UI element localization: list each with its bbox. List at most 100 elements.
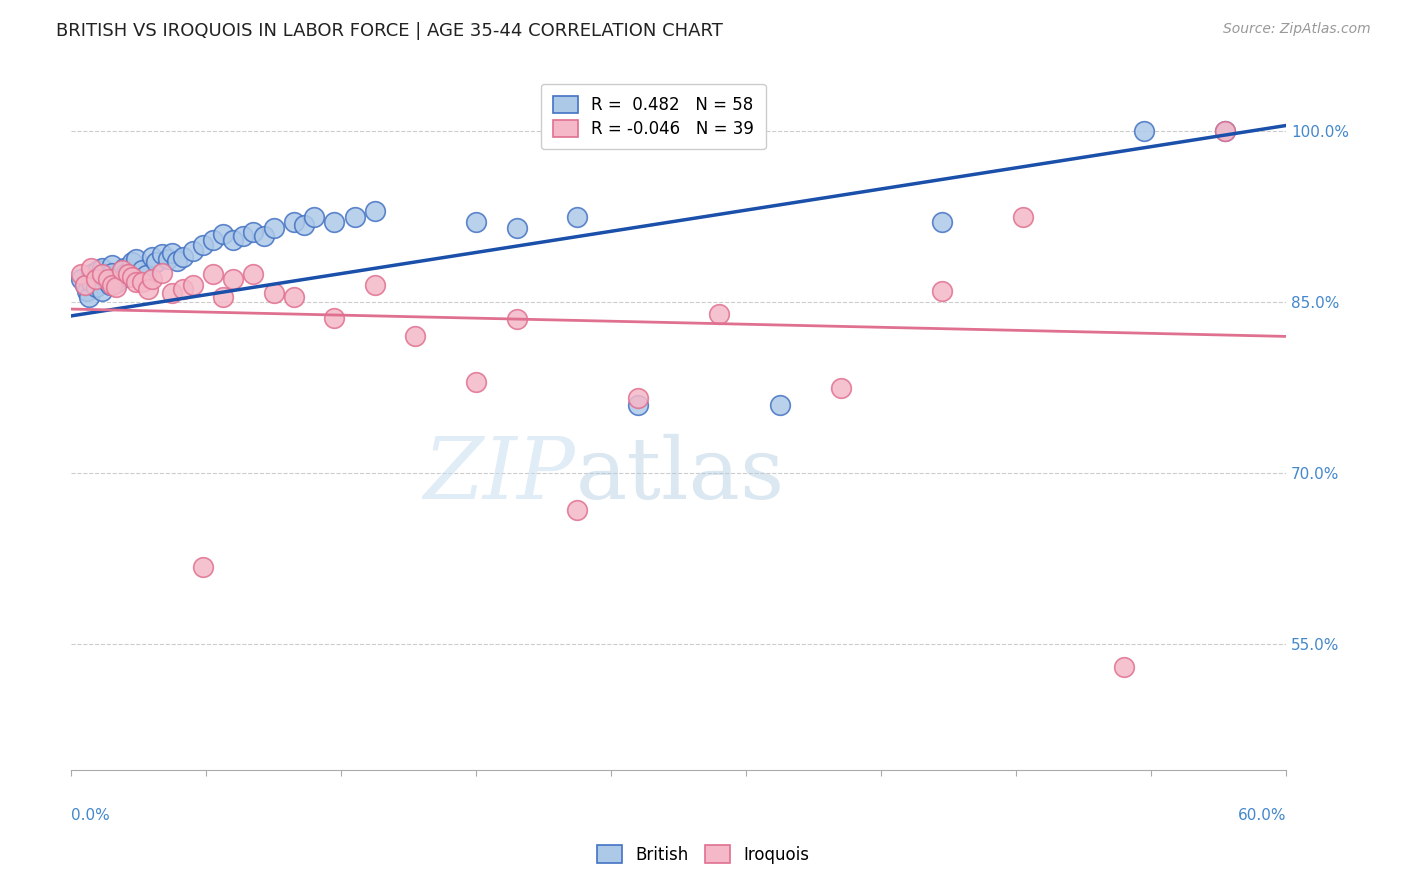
Point [181,278,204,293]
Point [1011,210,1033,224]
Point [263,221,285,235]
Point [136,281,159,295]
Point [505,312,527,326]
Point [80,267,103,281]
Point [97,275,120,289]
Text: Source: ZipAtlas.com: Source: ZipAtlas.com [1223,22,1371,37]
Point [107,270,129,285]
Point [79,289,101,303]
Point [364,204,387,219]
Point [150,247,173,261]
Point [80,260,103,275]
Point [157,252,180,266]
Point [404,329,426,343]
Point [131,275,153,289]
Point [150,266,173,280]
Point [212,289,235,303]
Point [104,280,127,294]
Point [100,278,122,293]
Point [70,272,93,286]
Text: ZIP: ZIP [423,434,575,516]
Text: 60.0%: 60.0% [1237,808,1286,823]
Point [505,221,527,235]
Text: BRITISH VS IROQUOIS IN LABOR FORCE | AGE 35-44 CORRELATION CHART: BRITISH VS IROQUOIS IN LABOR FORCE | AGE… [56,22,723,40]
Point [75,278,97,293]
Text: atlas: atlas [575,434,785,516]
Point [94,272,117,286]
Point [93,267,115,281]
Point [465,215,488,229]
Point [283,215,305,229]
Point [627,391,650,405]
Point [1213,124,1236,138]
Point [112,260,135,275]
Point [80,275,103,289]
Point [162,246,184,260]
Point [222,272,245,286]
Point [100,258,122,272]
Point [242,225,264,239]
Point [117,270,139,285]
Point [115,266,138,280]
Point [252,229,274,244]
Point [931,215,953,229]
Point [117,267,139,281]
Point [141,250,163,264]
Point [121,270,143,285]
Point [103,272,125,286]
Point [242,267,264,281]
Point [191,559,214,574]
Point [135,268,157,282]
Point [84,280,107,294]
Point [222,233,245,247]
Point [125,275,148,289]
Point [830,381,852,395]
Point [931,284,953,298]
Point [162,286,184,301]
Point [90,267,112,281]
Point [86,263,108,277]
Point [201,267,224,281]
Point [84,270,107,285]
Point [302,210,325,224]
Point [100,266,122,280]
Point [567,502,589,516]
Point [104,276,127,290]
Point [292,218,315,232]
Point [283,289,305,303]
Point [172,250,194,264]
Point [97,272,120,286]
Point [76,284,98,298]
Point [1112,660,1135,674]
Point [769,398,792,412]
Point [131,263,153,277]
Point [98,278,121,293]
Point [181,244,204,258]
Point [1133,124,1156,138]
Point [232,229,254,244]
Point [567,210,589,224]
Point [323,311,346,326]
Point [707,307,730,321]
Point [121,255,143,269]
Point [191,238,214,252]
Point [125,252,148,266]
Point [212,227,235,241]
Point [111,263,134,277]
Text: 0.0%: 0.0% [72,808,110,823]
Point [465,375,488,389]
Legend: R =  0.482   N = 58, R = -0.046   N = 39: R = 0.482 N = 58, R = -0.046 N = 39 [541,84,766,149]
Point [84,272,107,286]
Point [90,260,112,275]
Point [141,272,163,286]
Point [343,210,366,224]
Point [166,254,188,268]
Legend: British, Iroquois: British, Iroquois [591,838,815,871]
Point [201,233,224,247]
Point [323,215,346,229]
Point [145,255,167,269]
Point [70,267,93,281]
Point [364,278,387,293]
Point [111,267,134,281]
Point [75,278,97,293]
